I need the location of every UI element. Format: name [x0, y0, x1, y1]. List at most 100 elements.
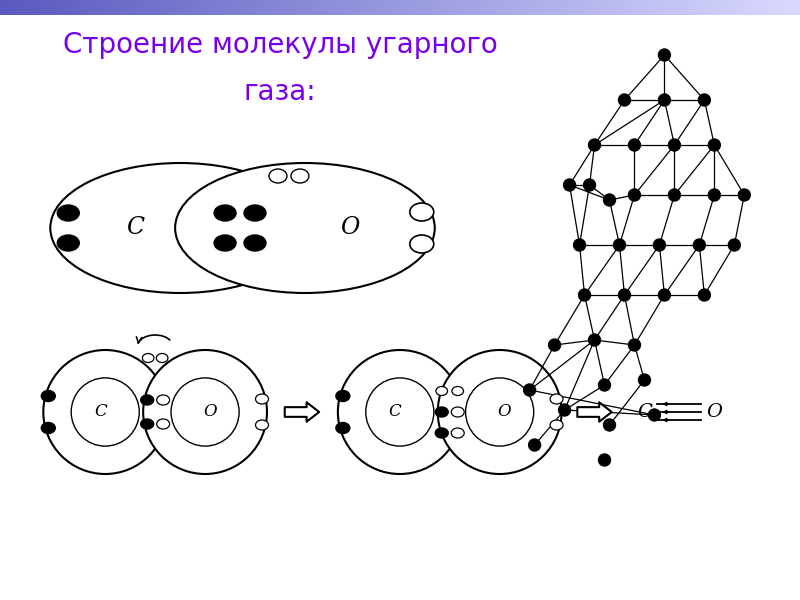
Circle shape: [338, 350, 462, 474]
Bar: [380, 0, 385, 15]
Circle shape: [629, 139, 641, 151]
Bar: [296, 0, 301, 15]
Ellipse shape: [336, 391, 350, 401]
Bar: [272, 0, 277, 15]
Bar: [543, 0, 549, 15]
Bar: [276, 0, 281, 15]
Ellipse shape: [157, 419, 170, 429]
Bar: [312, 0, 317, 15]
Circle shape: [654, 239, 666, 251]
Bar: [304, 0, 309, 15]
Bar: [0, 0, 6, 15]
Bar: [703, 0, 708, 15]
Bar: [352, 0, 357, 15]
Ellipse shape: [58, 205, 79, 221]
Bar: [647, 0, 653, 15]
Bar: [751, 0, 756, 15]
Bar: [348, 0, 353, 15]
Bar: [444, 0, 449, 15]
Bar: [651, 0, 657, 15]
Bar: [212, 0, 217, 15]
Bar: [783, 0, 788, 15]
Bar: [775, 0, 780, 15]
Bar: [252, 0, 257, 15]
Ellipse shape: [436, 386, 447, 395]
Circle shape: [589, 139, 601, 151]
Bar: [308, 0, 313, 15]
Ellipse shape: [336, 422, 350, 433]
Bar: [683, 0, 688, 15]
Bar: [336, 0, 341, 15]
Bar: [356, 0, 361, 15]
Bar: [759, 0, 764, 15]
Circle shape: [638, 374, 650, 386]
Bar: [460, 0, 465, 15]
Circle shape: [669, 189, 680, 201]
Bar: [607, 0, 613, 15]
Bar: [32, 0, 38, 15]
Bar: [563, 0, 569, 15]
Bar: [388, 0, 393, 15]
Bar: [320, 0, 325, 15]
Bar: [140, 0, 145, 15]
Bar: [148, 0, 153, 15]
Text: газа:: газа:: [244, 78, 316, 106]
Bar: [384, 0, 389, 15]
Bar: [719, 0, 724, 15]
Ellipse shape: [435, 407, 448, 417]
Bar: [488, 0, 493, 15]
Circle shape: [578, 289, 590, 301]
Bar: [532, 0, 537, 15]
Ellipse shape: [435, 428, 448, 438]
Bar: [691, 0, 696, 15]
Bar: [771, 0, 776, 15]
Circle shape: [694, 239, 706, 251]
Bar: [412, 0, 417, 15]
Bar: [711, 0, 716, 15]
Circle shape: [629, 339, 641, 351]
Bar: [408, 0, 413, 15]
Bar: [595, 0, 601, 15]
Bar: [52, 0, 58, 15]
Bar: [659, 0, 665, 15]
Bar: [396, 0, 401, 15]
Text: O: O: [203, 403, 217, 421]
Bar: [196, 0, 201, 15]
Bar: [496, 0, 501, 15]
Circle shape: [438, 350, 562, 474]
Bar: [56, 0, 62, 15]
Bar: [559, 0, 565, 15]
Bar: [619, 0, 625, 15]
Circle shape: [738, 189, 750, 201]
Bar: [12, 0, 18, 15]
Bar: [679, 0, 684, 15]
Text: O: O: [706, 403, 722, 421]
Circle shape: [549, 339, 561, 351]
Bar: [727, 0, 732, 15]
Bar: [108, 0, 114, 15]
Ellipse shape: [156, 353, 168, 362]
Bar: [144, 0, 149, 15]
Bar: [68, 0, 74, 15]
Bar: [456, 0, 461, 15]
Bar: [4, 0, 10, 15]
Circle shape: [658, 289, 670, 301]
Ellipse shape: [410, 203, 434, 221]
Bar: [88, 0, 94, 15]
Bar: [364, 0, 369, 15]
Bar: [340, 0, 345, 15]
Bar: [112, 0, 118, 15]
Bar: [428, 0, 433, 15]
Circle shape: [466, 378, 534, 446]
Circle shape: [658, 49, 670, 61]
Bar: [72, 0, 78, 15]
Bar: [132, 0, 137, 15]
Bar: [92, 0, 98, 15]
Bar: [551, 0, 557, 15]
Ellipse shape: [141, 395, 154, 405]
Bar: [715, 0, 720, 15]
Bar: [360, 0, 365, 15]
Bar: [699, 0, 704, 15]
Circle shape: [598, 454, 610, 466]
Circle shape: [524, 384, 536, 396]
